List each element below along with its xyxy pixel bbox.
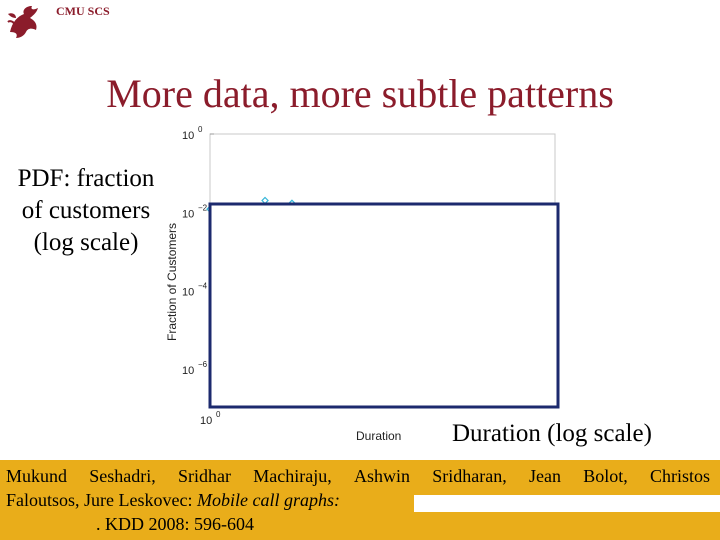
citation-word: Machiraju, <box>253 466 332 486</box>
y-tick-label: 10 <box>182 287 194 299</box>
y-tick-exponent: −6 <box>198 360 208 369</box>
citation-word: Christos <box>649 466 710 486</box>
header-label: CMU SCS <box>56 4 110 18</box>
citation-word: Bolot, <box>583 466 628 486</box>
x-axis-label: Duration <box>356 429 401 443</box>
citation-box: Mukund Seshadri, Sridhar Machiraju, Ashwin Sr… <box>0 460 720 540</box>
citation-authors: Faloutsos, Jure Leskovec: <box>6 490 197 510</box>
y-tick-exponent: 0 <box>198 125 203 134</box>
y-tick-label: 10 <box>182 130 194 142</box>
pdf-caption-line: PDF: fraction <box>17 165 155 192</box>
overlay-box <box>208 202 560 409</box>
citation-word: Jean <box>528 466 561 486</box>
citation-word: Sridharan, <box>432 466 507 486</box>
duration-axis-caption: Duration (log scale) <box>452 420 652 447</box>
citation-paper-title: Mobile call graphs: <box>196 490 340 510</box>
pdf-caption-line: (log scale) <box>33 229 139 256</box>
citation-redaction-bar <box>414 495 720 512</box>
pdf-axis-caption: PDF: fraction of customers (log scale) <box>4 163 168 259</box>
citation-word: Seshadri, <box>89 466 156 486</box>
y-tick-exponent: −2 <box>198 203 208 212</box>
citation-word: Sridhar <box>178 466 232 486</box>
x-tick-exponent: 0 <box>216 410 221 419</box>
citation-venue: . KDD 2008: 596-604 <box>96 514 254 534</box>
pdf-caption-line: of customers <box>21 197 151 224</box>
citation-line-1: Mukund Seshadri, Sridhar Machiraju, Ashwin Sr… <box>6 466 710 487</box>
y-tick-label: 10 <box>182 365 194 377</box>
x-tick-label: 10 <box>200 415 212 427</box>
cmu-griffin-logo-icon <box>7 6 38 38</box>
y-tick-exponent: −4 <box>198 282 208 291</box>
citation-word: Mukund <box>6 466 68 486</box>
citation-line-2: Faloutsos, Jure Leskovec: Mobile call gr… <box>6 490 340 511</box>
citation-word: Ashwin <box>353 466 410 486</box>
y-axis-label: Fraction of Customers <box>165 223 179 341</box>
pdf-duration-chart: 10 0 10 −2 10 −4 10 −6 10 0 Fraction of Customers D… <box>165 125 560 443</box>
y-tick-label: 10 <box>182 208 194 220</box>
slide-title: More data, more subtle patterns <box>106 71 614 116</box>
